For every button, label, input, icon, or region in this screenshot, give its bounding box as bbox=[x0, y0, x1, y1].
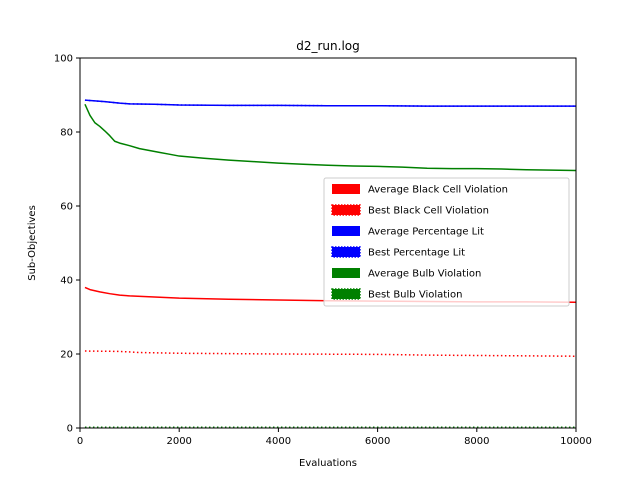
series-line-average-percentage-lit bbox=[84, 99, 576, 107]
x-tick-label: 4000 bbox=[266, 436, 291, 447]
legend-label-average-bulb-violation: Average Bulb Violation bbox=[368, 269, 481, 280]
y-axis: 0 20 40 60 80 100 bbox=[54, 54, 80, 435]
series-line-average-bulb-violation bbox=[84, 103, 577, 172]
x-tick-label: 10000 bbox=[560, 436, 592, 447]
x-tick-label: 0 bbox=[77, 436, 83, 447]
y-tick-label: 0 bbox=[67, 424, 73, 435]
series-line-best-percentage-lit bbox=[84, 99, 576, 107]
legend-swatch-best-bulb-violation bbox=[331, 288, 361, 300]
legend-swatch-average-black-cell-violation bbox=[332, 184, 360, 194]
plot-frame bbox=[79, 57, 577, 429]
chart-title: d2_run.log bbox=[296, 39, 360, 53]
x-tick-label: 2000 bbox=[166, 436, 191, 447]
y-axis-label: Sub-Objectives bbox=[27, 205, 38, 281]
legend-label-average-percentage-lit: Average Percentage Lit bbox=[368, 227, 484, 238]
series-line-best-black-cell-violation bbox=[84, 350, 577, 357]
x-tick-label: 8000 bbox=[464, 436, 489, 447]
legend-label-average-black-cell-violation: Average Black Cell Violation bbox=[368, 185, 508, 196]
legend-swatch-best-percentage-lit bbox=[331, 246, 361, 258]
x-axis: 0 2000 4000 6000 8000 10000 bbox=[77, 428, 592, 447]
y-tick-label: 20 bbox=[60, 350, 73, 361]
y-tick-label: 40 bbox=[60, 276, 73, 287]
x-axis-label: Evaluations bbox=[299, 458, 357, 469]
legend-label-best-bulb-violation: Best Bulb Violation bbox=[368, 290, 462, 301]
legend: Average Black Cell Violation Best Black C… bbox=[323, 177, 570, 307]
legend-box bbox=[323, 177, 570, 307]
y-tick-label: 80 bbox=[60, 128, 73, 139]
y-tick-label: 60 bbox=[60, 202, 73, 213]
legend-swatch-average-percentage-lit bbox=[332, 226, 360, 236]
y-tick-label: 100 bbox=[54, 54, 73, 65]
legend-label-best-black-cell-violation: Best Black Cell Violation bbox=[368, 206, 489, 217]
legend-swatch-average-bulb-violation bbox=[332, 268, 360, 278]
x-tick-label: 6000 bbox=[365, 436, 390, 447]
legend-swatch-best-black-cell-violation bbox=[331, 204, 361, 216]
legend-label-best-percentage-lit: Best Percentage Lit bbox=[368, 248, 465, 259]
